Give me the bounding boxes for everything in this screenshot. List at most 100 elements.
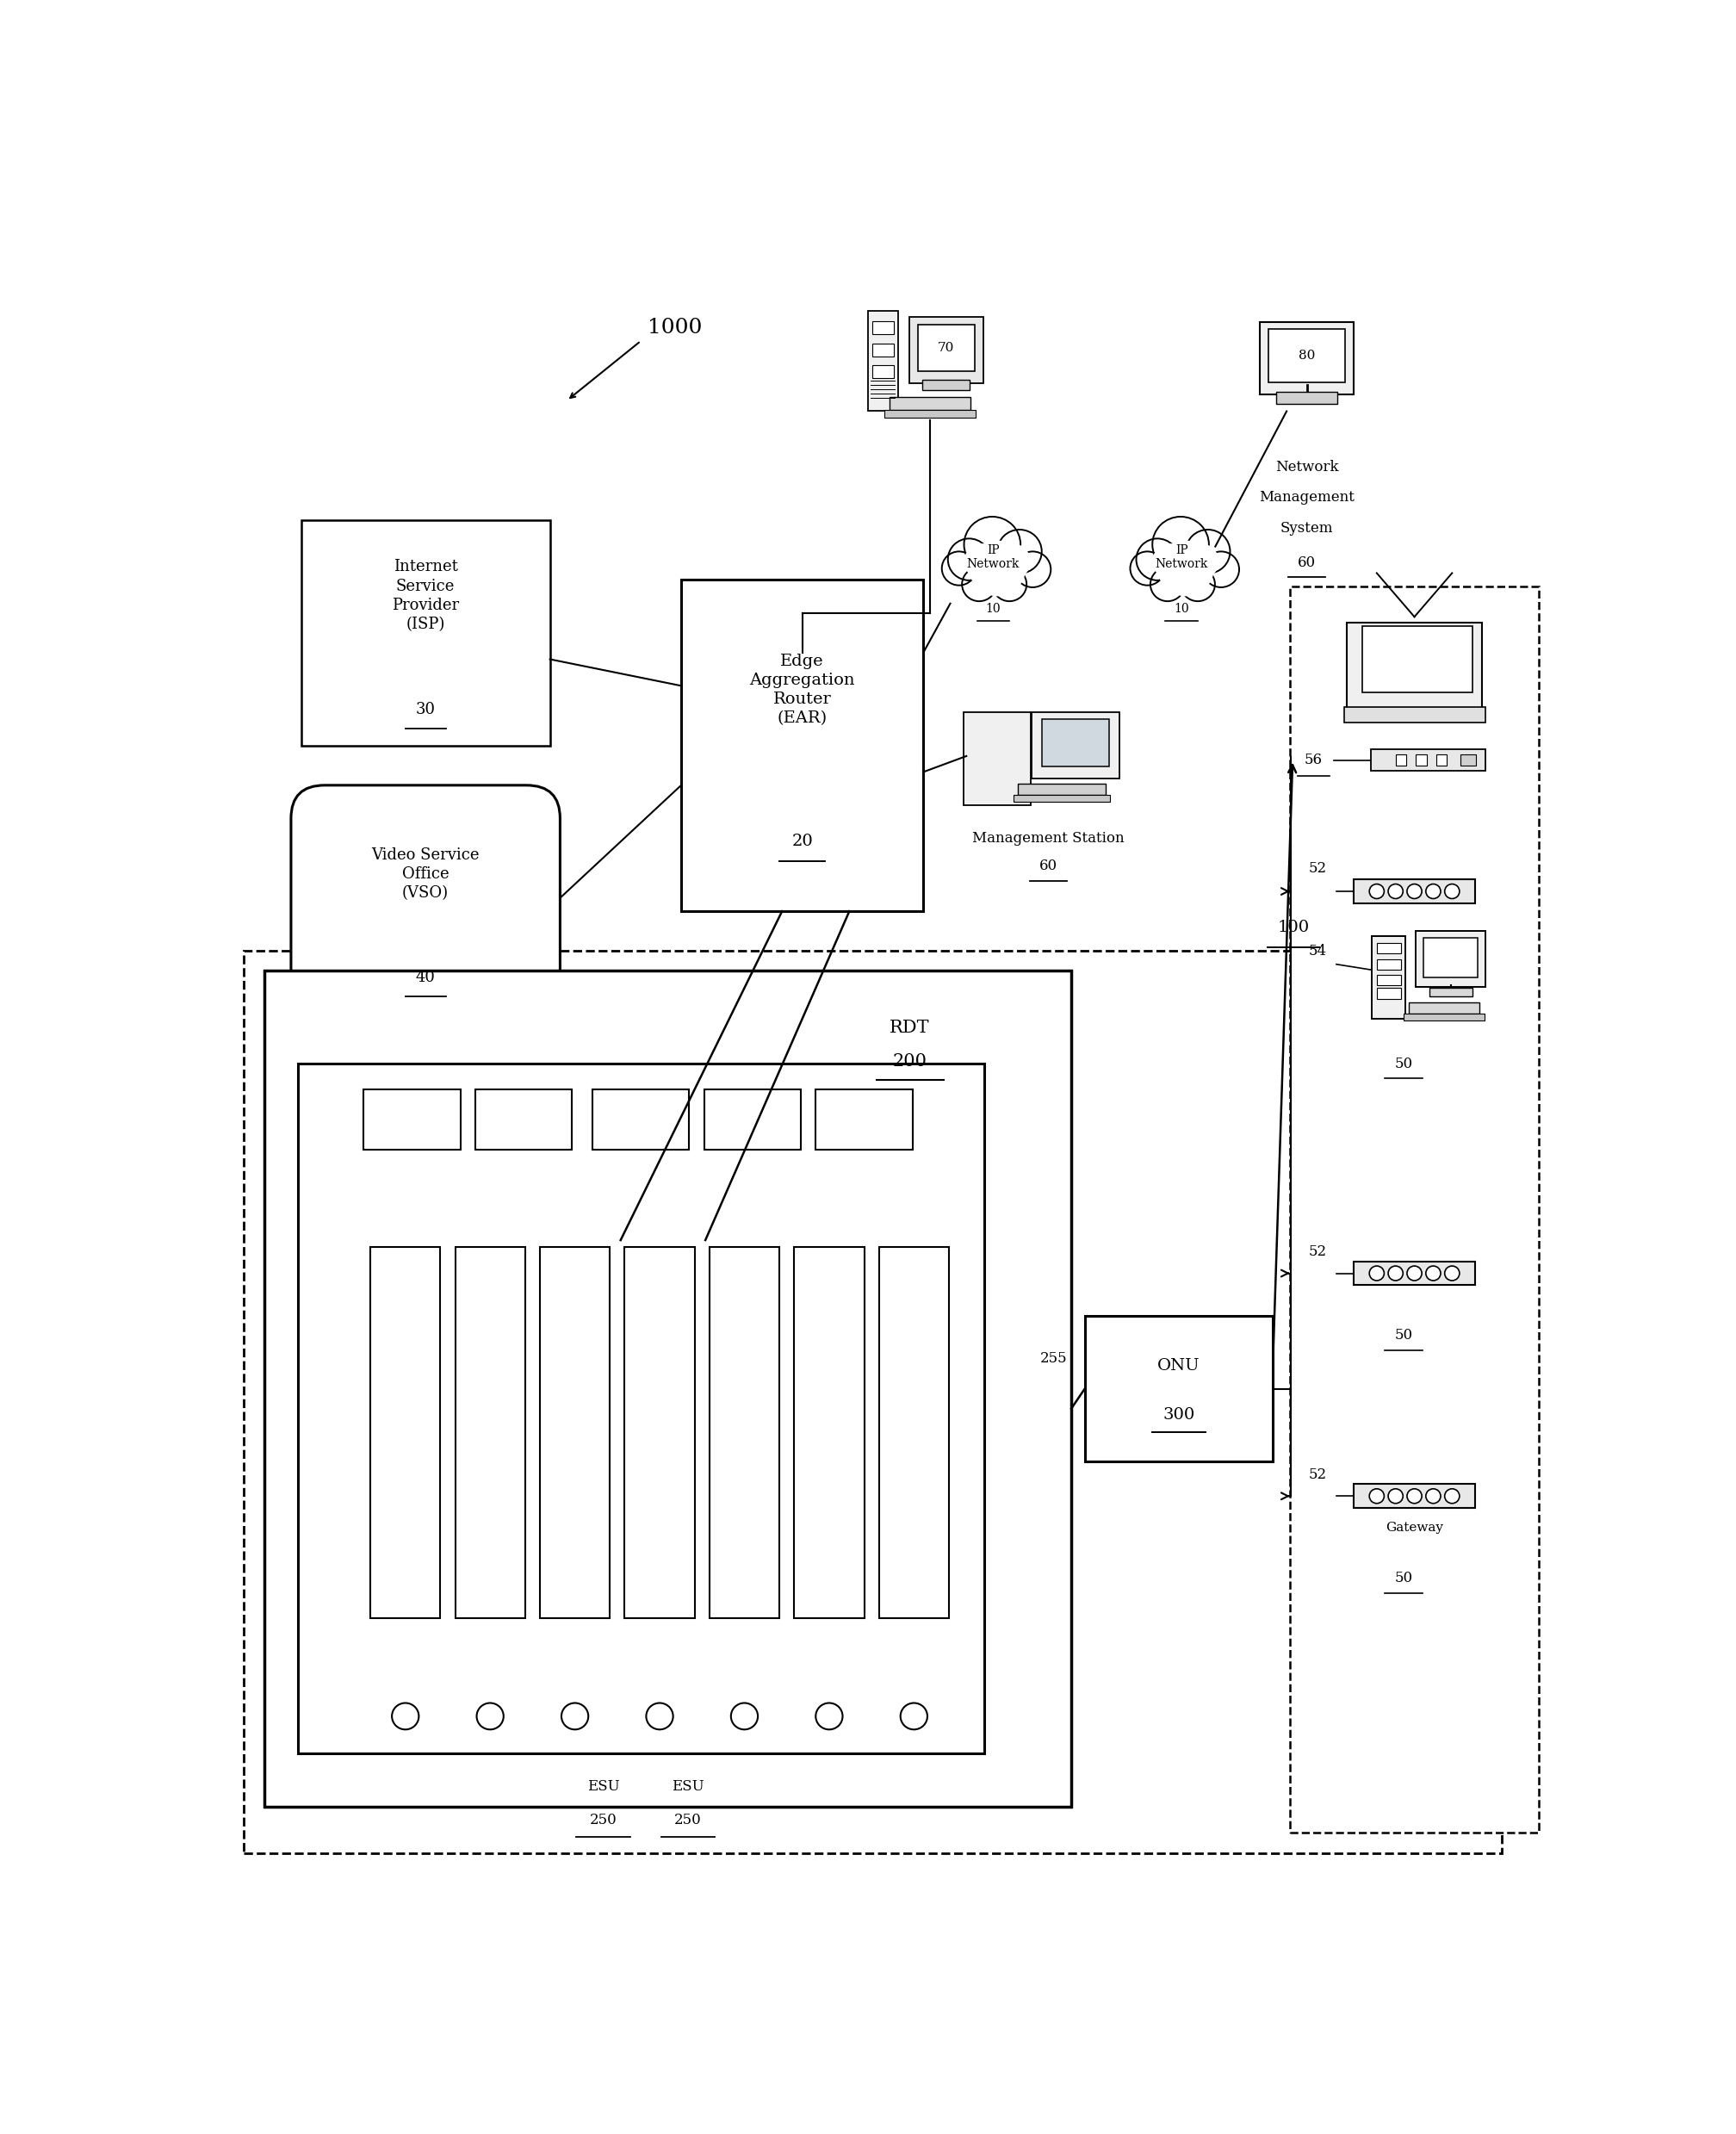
Bar (1417, 930, 1486, 986)
Text: Gateway: Gateway (1385, 1522, 1443, 1534)
Bar (889, 397, 970, 410)
Text: 52: 52 (1309, 1468, 1326, 1483)
Circle shape (816, 1703, 842, 1729)
Bar (1377, 958, 1401, 969)
Circle shape (993, 568, 1026, 602)
Text: 80: 80 (1299, 350, 1316, 361)
Bar (476, 1090, 573, 1150)
Bar (299, 1063, 984, 1754)
Circle shape (1425, 1490, 1441, 1502)
Circle shape (1130, 551, 1165, 585)
Circle shape (392, 1703, 418, 1729)
Bar (1417, 755, 1427, 766)
Bar (1377, 975, 1401, 986)
Bar (871, 365, 894, 378)
Text: 250: 250 (590, 1812, 616, 1827)
Circle shape (1444, 1490, 1460, 1502)
Bar (455, 1246, 524, 1618)
Bar (592, 1090, 689, 1150)
Bar (1354, 1261, 1476, 1285)
Circle shape (962, 568, 996, 602)
Circle shape (1370, 1490, 1384, 1502)
Circle shape (1203, 551, 1240, 587)
Circle shape (1389, 1490, 1403, 1502)
Bar (871, 344, 894, 356)
Text: Management Station: Management Station (972, 830, 1125, 845)
Circle shape (561, 1703, 589, 1729)
Bar (1371, 749, 1484, 770)
Bar (363, 1090, 460, 1150)
Circle shape (1151, 568, 1184, 602)
Text: 60: 60 (1040, 858, 1057, 873)
Bar (1404, 1014, 1484, 1020)
Circle shape (1186, 529, 1231, 574)
Circle shape (1370, 883, 1384, 898)
Bar (816, 1090, 913, 1150)
Text: RDT: RDT (891, 1020, 930, 1037)
FancyBboxPatch shape (292, 785, 561, 1012)
Text: 300: 300 (1163, 1408, 1194, 1423)
Bar (878, 1246, 950, 1618)
Circle shape (1389, 1265, 1403, 1280)
Text: 10: 10 (986, 602, 1002, 615)
Text: ESU: ESU (672, 1780, 705, 1795)
Bar (1429, 988, 1472, 997)
Bar (1377, 988, 1401, 999)
Text: 40: 40 (415, 969, 436, 986)
Text: 10: 10 (1174, 602, 1189, 615)
Text: 70: 70 (937, 341, 955, 354)
Circle shape (1182, 544, 1219, 578)
Text: Management: Management (1259, 491, 1354, 506)
Text: 200: 200 (892, 1052, 927, 1069)
Bar (625, 1246, 694, 1618)
Circle shape (1406, 1490, 1422, 1502)
Bar (300, 521, 550, 745)
Circle shape (1425, 883, 1441, 898)
Bar (1347, 623, 1483, 708)
Text: 30: 30 (415, 702, 436, 717)
Text: Video Service
Office
(VSO): Video Service Office (VSO) (372, 847, 479, 901)
Bar (705, 1090, 800, 1150)
Circle shape (963, 516, 1021, 572)
Circle shape (995, 544, 1031, 578)
Circle shape (1180, 568, 1215, 602)
Text: 50: 50 (1394, 1327, 1413, 1342)
Circle shape (1158, 540, 1213, 595)
Bar (540, 1246, 609, 1618)
Bar (1377, 943, 1401, 954)
Bar (1424, 937, 1477, 977)
Circle shape (963, 544, 1000, 578)
Bar (868, 312, 898, 410)
Bar (910, 318, 983, 384)
Circle shape (969, 540, 1026, 595)
Bar (918, 324, 974, 371)
Bar (922, 380, 970, 391)
Circle shape (1153, 516, 1208, 572)
Bar (1410, 1003, 1479, 1014)
Text: 255: 255 (1040, 1351, 1068, 1366)
Bar (884, 410, 976, 418)
Bar (1344, 706, 1484, 723)
Circle shape (731, 1703, 759, 1729)
Text: 54: 54 (1309, 943, 1326, 958)
Bar (1354, 1483, 1476, 1509)
Bar (1014, 796, 1111, 802)
Text: 52: 52 (1309, 1244, 1326, 1259)
Bar (963, 713, 1031, 805)
Circle shape (1014, 551, 1050, 587)
Bar (1269, 329, 1345, 382)
Text: IP
Network: IP Network (967, 544, 1019, 570)
Text: Edge
Aggregation
Router
(EAR): Edge Aggregation Router (EAR) (750, 653, 856, 726)
Circle shape (1444, 1265, 1460, 1280)
Text: 50: 50 (1394, 1056, 1413, 1071)
Circle shape (477, 1703, 503, 1729)
Circle shape (1389, 883, 1403, 898)
Circle shape (1370, 1265, 1384, 1280)
Bar (1042, 719, 1109, 766)
Circle shape (1444, 883, 1460, 898)
Bar (1260, 322, 1354, 395)
Text: 52: 52 (1309, 862, 1326, 877)
Bar (1460, 753, 1476, 766)
Bar (1354, 879, 1476, 903)
Bar (1085, 1317, 1272, 1462)
